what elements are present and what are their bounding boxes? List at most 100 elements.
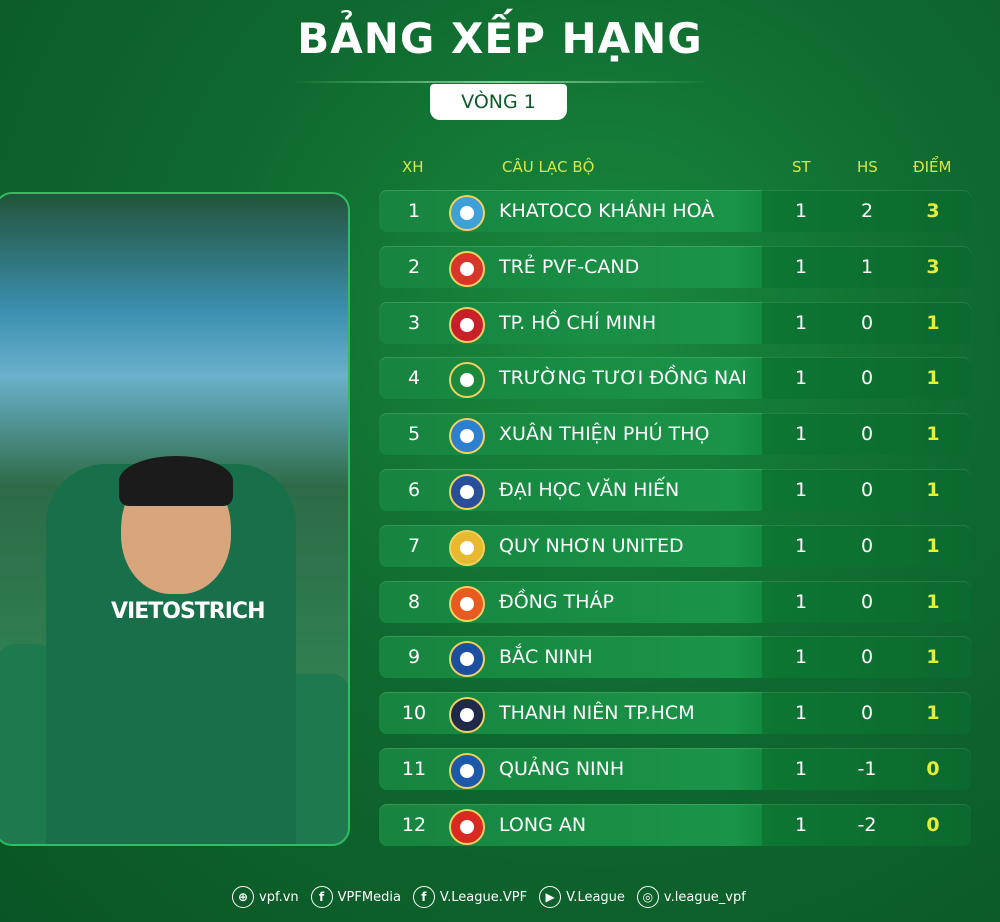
col-header-club: CÂU LẠC BỘ xyxy=(502,158,595,176)
social-label: v.league_vpf xyxy=(663,889,746,905)
points: 1 xyxy=(926,702,940,725)
stats-section xyxy=(762,190,971,232)
goal-difference: 1 xyxy=(860,255,874,278)
played: 1 xyxy=(794,479,808,501)
played: 1 xyxy=(794,200,808,222)
social-link[interactable]: ◎ v.league_vpf xyxy=(636,886,746,908)
table-row: 8 ĐỒNG THÁP 1 0 1 xyxy=(379,580,971,623)
points: 3 xyxy=(926,200,940,222)
club-name: QUY NHƠN UNITED xyxy=(499,534,684,557)
page-title: BẢNG XẾP HẠNG xyxy=(297,14,703,63)
table-row: 12 LONG AN 1 -2 0 xyxy=(379,803,971,846)
points: 0 xyxy=(926,758,940,780)
points: 1 xyxy=(926,367,940,390)
globe-icon: ⊕ xyxy=(232,886,254,908)
rank: 1 xyxy=(407,200,421,222)
goal-difference: 0 xyxy=(860,646,874,669)
table-row: 3 TP. HỒ CHÍ MINH 1 0 1 xyxy=(379,301,971,344)
rank: 4 xyxy=(407,367,421,390)
club-logo-icon xyxy=(449,585,485,622)
rank: 2 xyxy=(407,255,421,278)
player-hair xyxy=(119,456,233,506)
club-name: THANH NIÊN TP.HCM xyxy=(499,702,695,725)
table-row: 5 XUÂN THIỆN PHÚ THỌ 1 0 1 xyxy=(379,413,971,456)
rank: 7 xyxy=(407,534,421,557)
goal-difference: 0 xyxy=(860,367,874,390)
club-logo-icon xyxy=(449,474,485,510)
stats-section xyxy=(762,413,971,456)
club-logo-icon xyxy=(449,195,485,231)
col-header-gd: HS xyxy=(857,158,878,176)
club-logo-icon xyxy=(449,808,485,845)
points: 1 xyxy=(926,590,940,613)
social-link[interactable]: ⊕ vpf.vn xyxy=(232,886,299,908)
played: 1 xyxy=(794,646,808,669)
rank: 9 xyxy=(407,646,421,669)
facebook-icon: f xyxy=(310,886,333,908)
club-name: LONG AN xyxy=(499,813,587,836)
stats-section xyxy=(762,469,971,511)
club-name: ĐỒNG THÁP xyxy=(499,590,615,613)
table-row: 6 ĐẠI HỌC VĂN HIẾN 1 0 1 xyxy=(379,469,971,511)
facebook-icon: f xyxy=(412,886,435,908)
club-logo-icon xyxy=(449,753,485,789)
col-header-rank: XH xyxy=(402,158,424,176)
played: 1 xyxy=(794,813,808,836)
stats-section xyxy=(762,748,971,790)
rank: 11 xyxy=(401,758,427,780)
stats-section xyxy=(762,692,971,735)
club-logo-icon xyxy=(449,306,485,343)
table-row: 1 KHATOCO KHÁNH HOÀ 1 2 3 xyxy=(379,190,971,232)
rank: 3 xyxy=(407,311,421,334)
club-logo-icon xyxy=(449,641,485,678)
goal-difference: 2 xyxy=(860,200,874,222)
played: 1 xyxy=(794,590,808,613)
club-name: ĐẠI HỌC VĂN HIẾN xyxy=(499,479,680,501)
points: 3 xyxy=(926,255,940,278)
social-label: V.League.VPF xyxy=(439,889,528,905)
points: 1 xyxy=(926,646,940,669)
social-link[interactable]: f V.League.VPF xyxy=(412,886,528,908)
divider xyxy=(290,81,710,83)
stats-section xyxy=(762,524,971,567)
points: 1 xyxy=(926,423,940,446)
social-label: vpf.vn xyxy=(259,889,299,905)
club-name: QUẢNG NINH xyxy=(499,758,625,780)
table-row: 4 TRƯỜNG TƯƠI ĐỒNG NAI 1 0 1 xyxy=(379,357,971,400)
player-photo: VIETOSTRICH xyxy=(0,192,350,846)
youtube-icon: ▶ xyxy=(539,886,562,908)
club-logo-icon xyxy=(449,362,485,399)
rank: 10 xyxy=(401,702,427,725)
points: 1 xyxy=(926,479,940,501)
club-name: XUÂN THIỆN PHÚ THỌ xyxy=(499,423,710,446)
goal-difference: -1 xyxy=(857,758,877,780)
club-name: KHATOCO KHÁNH HOÀ xyxy=(499,200,715,222)
stats-section xyxy=(762,245,971,288)
social-link[interactable]: f VPFMedia xyxy=(310,886,401,908)
rank: 5 xyxy=(407,423,421,446)
goal-difference: 0 xyxy=(860,702,874,725)
table-row: 10 THANH NIÊN TP.HCM 1 0 1 xyxy=(379,692,971,735)
played: 1 xyxy=(794,702,808,725)
played: 1 xyxy=(794,311,808,334)
club-name: TP. HỒ CHÍ MINH xyxy=(499,311,657,334)
points: 0 xyxy=(926,813,940,836)
stats-section xyxy=(762,636,971,679)
club-logo-icon xyxy=(449,418,485,455)
club-name: TRẺ PVF-CAND xyxy=(499,255,640,278)
social-label: V.League xyxy=(566,889,625,905)
goal-difference: 0 xyxy=(860,534,874,557)
club-logo-icon xyxy=(449,529,485,566)
points: 1 xyxy=(926,311,940,334)
club-name: BẮC NINH xyxy=(499,646,593,669)
table-row: 2 TRẺ PVF-CAND 1 1 3 xyxy=(379,245,971,288)
col-header-points: ĐIỂM xyxy=(913,158,952,176)
table-row: 7 QUY NHƠN UNITED 1 0 1 xyxy=(379,524,971,567)
played: 1 xyxy=(794,367,808,390)
social-link[interactable]: ▶ V.League xyxy=(539,886,625,908)
stats-section xyxy=(762,301,971,344)
round-badge: VÒNG 1 xyxy=(430,84,567,120)
social-label: VPFMedia xyxy=(337,889,401,905)
goal-difference: 0 xyxy=(860,423,874,446)
club-name: TRƯỜNG TƯƠI ĐỒNG NAI xyxy=(499,367,747,390)
